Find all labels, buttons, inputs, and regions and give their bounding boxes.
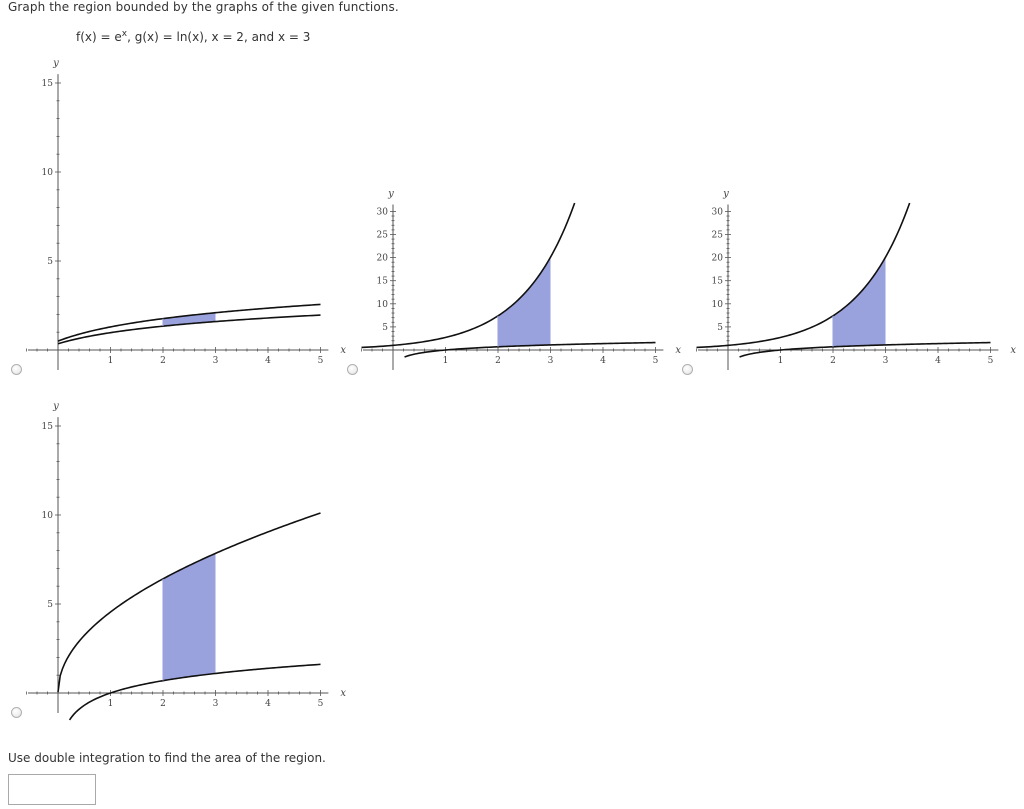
option-b-radio[interactable] [347, 364, 358, 375]
x-tick-label: 5 [653, 356, 659, 366]
functions-definition: f(x) = ex, g(x) = ln(x), x = 2, and x = … [76, 29, 310, 44]
y-axis-name: y [387, 188, 394, 199]
x-axis-name: x [1010, 345, 1016, 356]
upper-curve [57, 303, 321, 342]
shaded-region [833, 257, 886, 347]
x-tick-label: 2 [160, 699, 166, 709]
option-c-radio[interactable] [682, 364, 693, 375]
answer-input[interactable] [8, 774, 96, 805]
option-d-radio[interactable] [11, 707, 22, 718]
y-tick-label: 30 [377, 207, 389, 217]
x-tick-label: 1 [778, 356, 784, 366]
y-tick-label: 10 [377, 300, 389, 310]
x-tick-label: 2 [830, 356, 836, 366]
y-tick-label: 15 [42, 422, 54, 432]
function-f-exponent: x [121, 29, 128, 39]
y-tick-label: 5 [717, 323, 723, 333]
y-tick-label: 10 [712, 300, 724, 310]
y-tick-label: 10 [42, 511, 54, 521]
option-a-radio[interactable] [11, 364, 22, 375]
x-tick-label: 4 [935, 356, 941, 366]
y-tick-label: 30 [712, 207, 724, 217]
x-tick-label: 2 [495, 356, 501, 366]
x-tick-label: 3 [213, 356, 219, 366]
upper-curve [57, 512, 321, 693]
x-tick-label: 3 [213, 699, 219, 709]
x-tick-label: 4 [600, 356, 606, 366]
x-tick-label: 4 [265, 356, 271, 366]
y-tick-label: 20 [712, 254, 724, 264]
x-tick-label: 3 [883, 356, 889, 366]
x-tick-label: 3 [548, 356, 554, 366]
y-tick-label: 15 [377, 277, 389, 287]
function-f-label: f(x) = e [76, 30, 122, 44]
lower-curve [57, 314, 321, 345]
question-instruction: Graph the region bounded by the graphs o… [8, 0, 399, 14]
x-tick-label: 4 [265, 699, 271, 709]
option-c-graph: 1 2 3 4 5 x 5 10 15 20 25 30 y [696, 188, 1016, 370]
x-tick-label: 1 [108, 356, 114, 366]
shaded-region [163, 553, 216, 681]
x-tick-label: 2 [160, 356, 166, 366]
y-axis-name: y [52, 401, 59, 412]
upper-curve [696, 202, 911, 349]
y-tick-label: 25 [377, 231, 389, 241]
prompt-text: Use double integration to find the area … [8, 751, 326, 765]
y-axis-name: y [52, 58, 59, 69]
x-axis-name: x [340, 688, 346, 699]
option-a-graph: 1 2 3 4 5 x 5 10 15 y [26, 58, 346, 370]
x-axis-name: x [675, 345, 681, 356]
x-axis-name: x [340, 345, 346, 356]
y-tick-label: 15 [712, 277, 724, 287]
x-tick-label: 5 [318, 699, 324, 709]
shaded-region [498, 257, 551, 347]
option-b-graph: 1 2 3 4 5 x 5 10 15 20 25 30 y [361, 188, 681, 370]
lower-curve [739, 341, 991, 358]
y-tick-label: 20 [377, 254, 389, 264]
y-tick-label: 5 [382, 323, 388, 333]
y-tick-label: 5 [47, 257, 53, 267]
option-d-graph: 1 2 3 4 5 x 5 10 15 y [26, 401, 346, 721]
y-tick-label: 15 [42, 79, 54, 89]
lower-curve [404, 341, 656, 358]
upper-curve [361, 202, 576, 349]
x-tick-label: 1 [443, 356, 449, 366]
shaded-region [163, 312, 216, 327]
function-rest-label: , g(x) = ln(x), x = 2, and x = 3 [127, 30, 311, 44]
lower-curve [68, 663, 321, 721]
x-tick-label: 5 [988, 356, 994, 366]
y-axis-name: y [722, 188, 729, 199]
y-tick-label: 5 [47, 600, 53, 610]
y-tick-label: 10 [42, 168, 54, 178]
x-tick-label: 1 [108, 699, 114, 709]
y-tick-label: 25 [712, 231, 724, 241]
x-tick-label: 5 [318, 356, 324, 366]
